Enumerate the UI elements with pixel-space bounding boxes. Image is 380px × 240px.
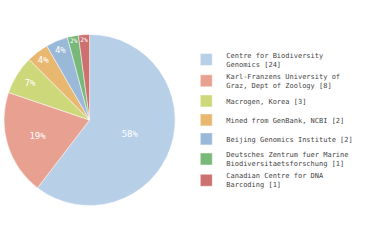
svg-text:19%: 19% [29,131,46,141]
svg-text:4%: 4% [38,55,49,65]
svg-text:2%: 2% [80,36,88,43]
svg-text:Mined from GenBank, NCBI [2]: Mined from GenBank, NCBI [2] [226,117,344,125]
svg-text:Macrogen, Korea [3]: Macrogen, Korea [3] [226,98,306,106]
svg-text:7%: 7% [25,78,36,88]
svg-text:Beijing Genomics Institute [2]: Beijing Genomics Institute [2] [226,136,352,144]
svg-text:Deutsches Zentrum fuer MarineB: Deutsches Zentrum fuer MarineBiodiversit… [226,151,348,168]
svg-text:Karl-Franzens University ofGra: Karl-Franzens University ofGraz, Dept of… [226,73,340,90]
svg-text:2%: 2% [70,37,78,44]
svg-text:4%: 4% [55,45,66,55]
svg-text:58%: 58% [122,129,139,139]
svg-text:Centre for BiodiversityGenomic: Centre for BiodiversityGenomics [24] [226,52,323,69]
svg-text:Canadian Centre for DNABarcodi: Canadian Centre for DNABarcoding [1] [226,172,324,189]
